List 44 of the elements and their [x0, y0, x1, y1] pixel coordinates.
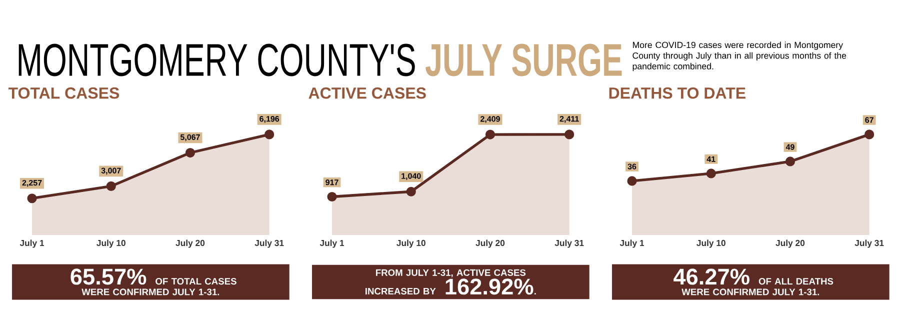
point — [864, 130, 874, 140]
point — [327, 192, 337, 202]
x-tick-label: July 20 — [776, 240, 805, 248]
data-label: 49 — [786, 144, 794, 150]
x-tick-label: July 1 — [20, 240, 44, 248]
text: More COVID-19 cases were recorded in Montgomery County through July than in all previous months of the pandemic combined. — [632, 42, 846, 72]
text: 65.57% OF TOTAL CASES WERE CONFIRMED JULY 1-31. — [70, 268, 236, 296]
x-tick-label: July 31 — [254, 240, 284, 248]
text: FROM JULY 1-31, ACTIVE CASES INCREASED BY 162.92%. — [366, 269, 536, 295]
point — [564, 130, 574, 140]
point — [27, 194, 37, 204]
text: MONTGOMERY COUNTY'S JULY SURGE — [18, 44, 622, 76]
data-label: 5,067 — [180, 134, 200, 142]
point — [627, 176, 637, 186]
x-tick-label: July 1 — [320, 240, 344, 248]
data-label: 6,196 — [260, 116, 280, 123]
data-label: 2,409 — [480, 116, 500, 123]
point — [785, 156, 796, 166]
point — [485, 130, 496, 140]
data-label: 3,007 — [101, 168, 121, 175]
data-label: 36 — [628, 164, 636, 170]
x-tick-label: July 10 — [96, 240, 126, 248]
chart-title: TOTAL CASES — [8, 87, 120, 99]
data-label: 41 — [706, 156, 716, 162]
x-tick-label: July 1 — [620, 240, 644, 248]
x-tick-label: July 10 — [696, 240, 726, 248]
data-label: 2,257 — [22, 180, 42, 187]
data-label: 1,040 — [402, 173, 421, 180]
x-tick-label: July 31 — [854, 240, 884, 248]
point — [106, 181, 116, 191]
x-tick-label: July 10 — [396, 240, 426, 248]
x-tick-label: July 20 — [476, 240, 505, 248]
point — [406, 186, 416, 196]
x-tick-label: July 31 — [554, 240, 584, 248]
point — [706, 168, 716, 178]
x-tick-label: July 20 — [176, 240, 205, 248]
chart-title: DEATHS TO DATE — [609, 87, 746, 99]
data-label: 917 — [326, 179, 338, 186]
point — [264, 130, 274, 140]
data-label: 67 — [865, 117, 874, 123]
chart-title: ACTIVE CASES — [308, 87, 426, 99]
text: 46.27% OF ALL DEATHS WERE CONFIRMED JULY 1-31. — [674, 268, 834, 296]
data-label: 2,411 — [560, 116, 579, 123]
point — [185, 148, 196, 158]
